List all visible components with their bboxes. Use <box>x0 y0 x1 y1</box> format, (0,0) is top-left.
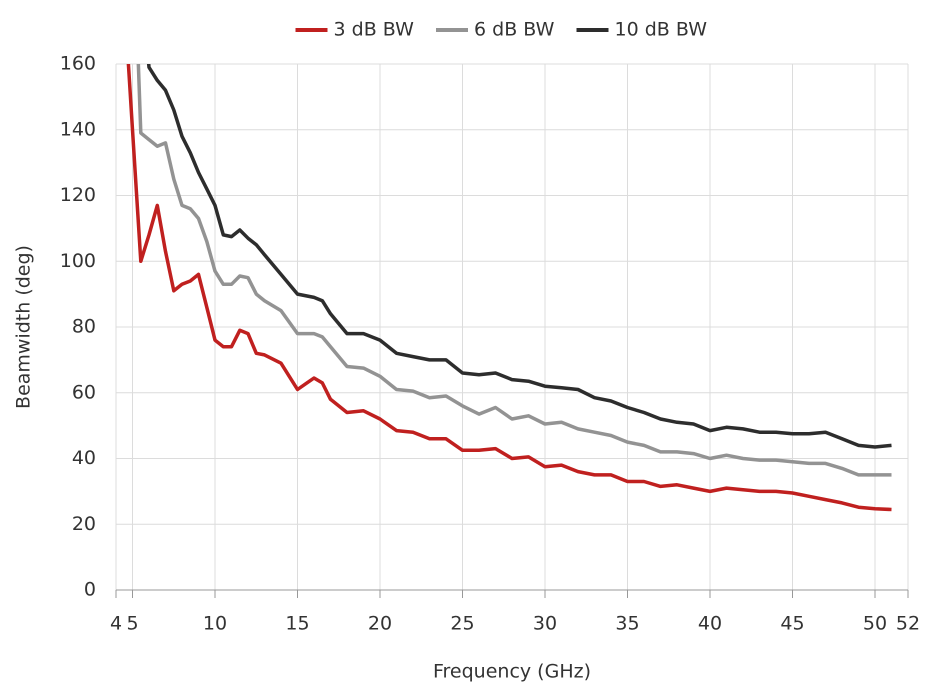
y-tick-label: 60 <box>72 381 96 403</box>
x-tick-label: 30 <box>533 613 557 635</box>
y-axis-label: Beamwidth (deg) <box>13 245 35 409</box>
y-tick-label: 20 <box>72 513 96 535</box>
y-tick-label: 40 <box>72 447 96 469</box>
series-line <box>136 64 892 477</box>
y-tick-label: 0 <box>84 579 96 601</box>
series-line <box>146 64 892 449</box>
legend-label: 10 dB BW <box>615 19 708 41</box>
x-tick-label: 4 <box>110 613 122 635</box>
y-tick-label: 80 <box>72 316 96 338</box>
x-tick-label: 20 <box>368 613 392 635</box>
y-tick-label: 160 <box>60 53 96 75</box>
x-tick-label: 52 <box>896 613 920 635</box>
x-tick-label: 10 <box>203 613 227 635</box>
legend-label: 6 dB BW <box>474 19 555 41</box>
x-tick-label: 50 <box>863 613 887 635</box>
x-tick-label: 40 <box>698 613 722 635</box>
x-tick-label: 15 <box>285 613 309 635</box>
x-tick-label: 25 <box>450 613 474 635</box>
series-line <box>126 64 892 512</box>
plot-area <box>126 64 892 512</box>
y-tick-label: 120 <box>60 184 96 206</box>
x-tick-label: 5 <box>126 613 138 635</box>
x-axis-label: Frequency (GHz) <box>433 661 591 683</box>
x-tick-label: 35 <box>615 613 639 635</box>
legend-label: 3 dB BW <box>334 19 415 41</box>
y-tick-label: 100 <box>60 250 96 272</box>
y-tick-label: 140 <box>60 118 96 140</box>
x-tick-label: 45 <box>780 613 804 635</box>
